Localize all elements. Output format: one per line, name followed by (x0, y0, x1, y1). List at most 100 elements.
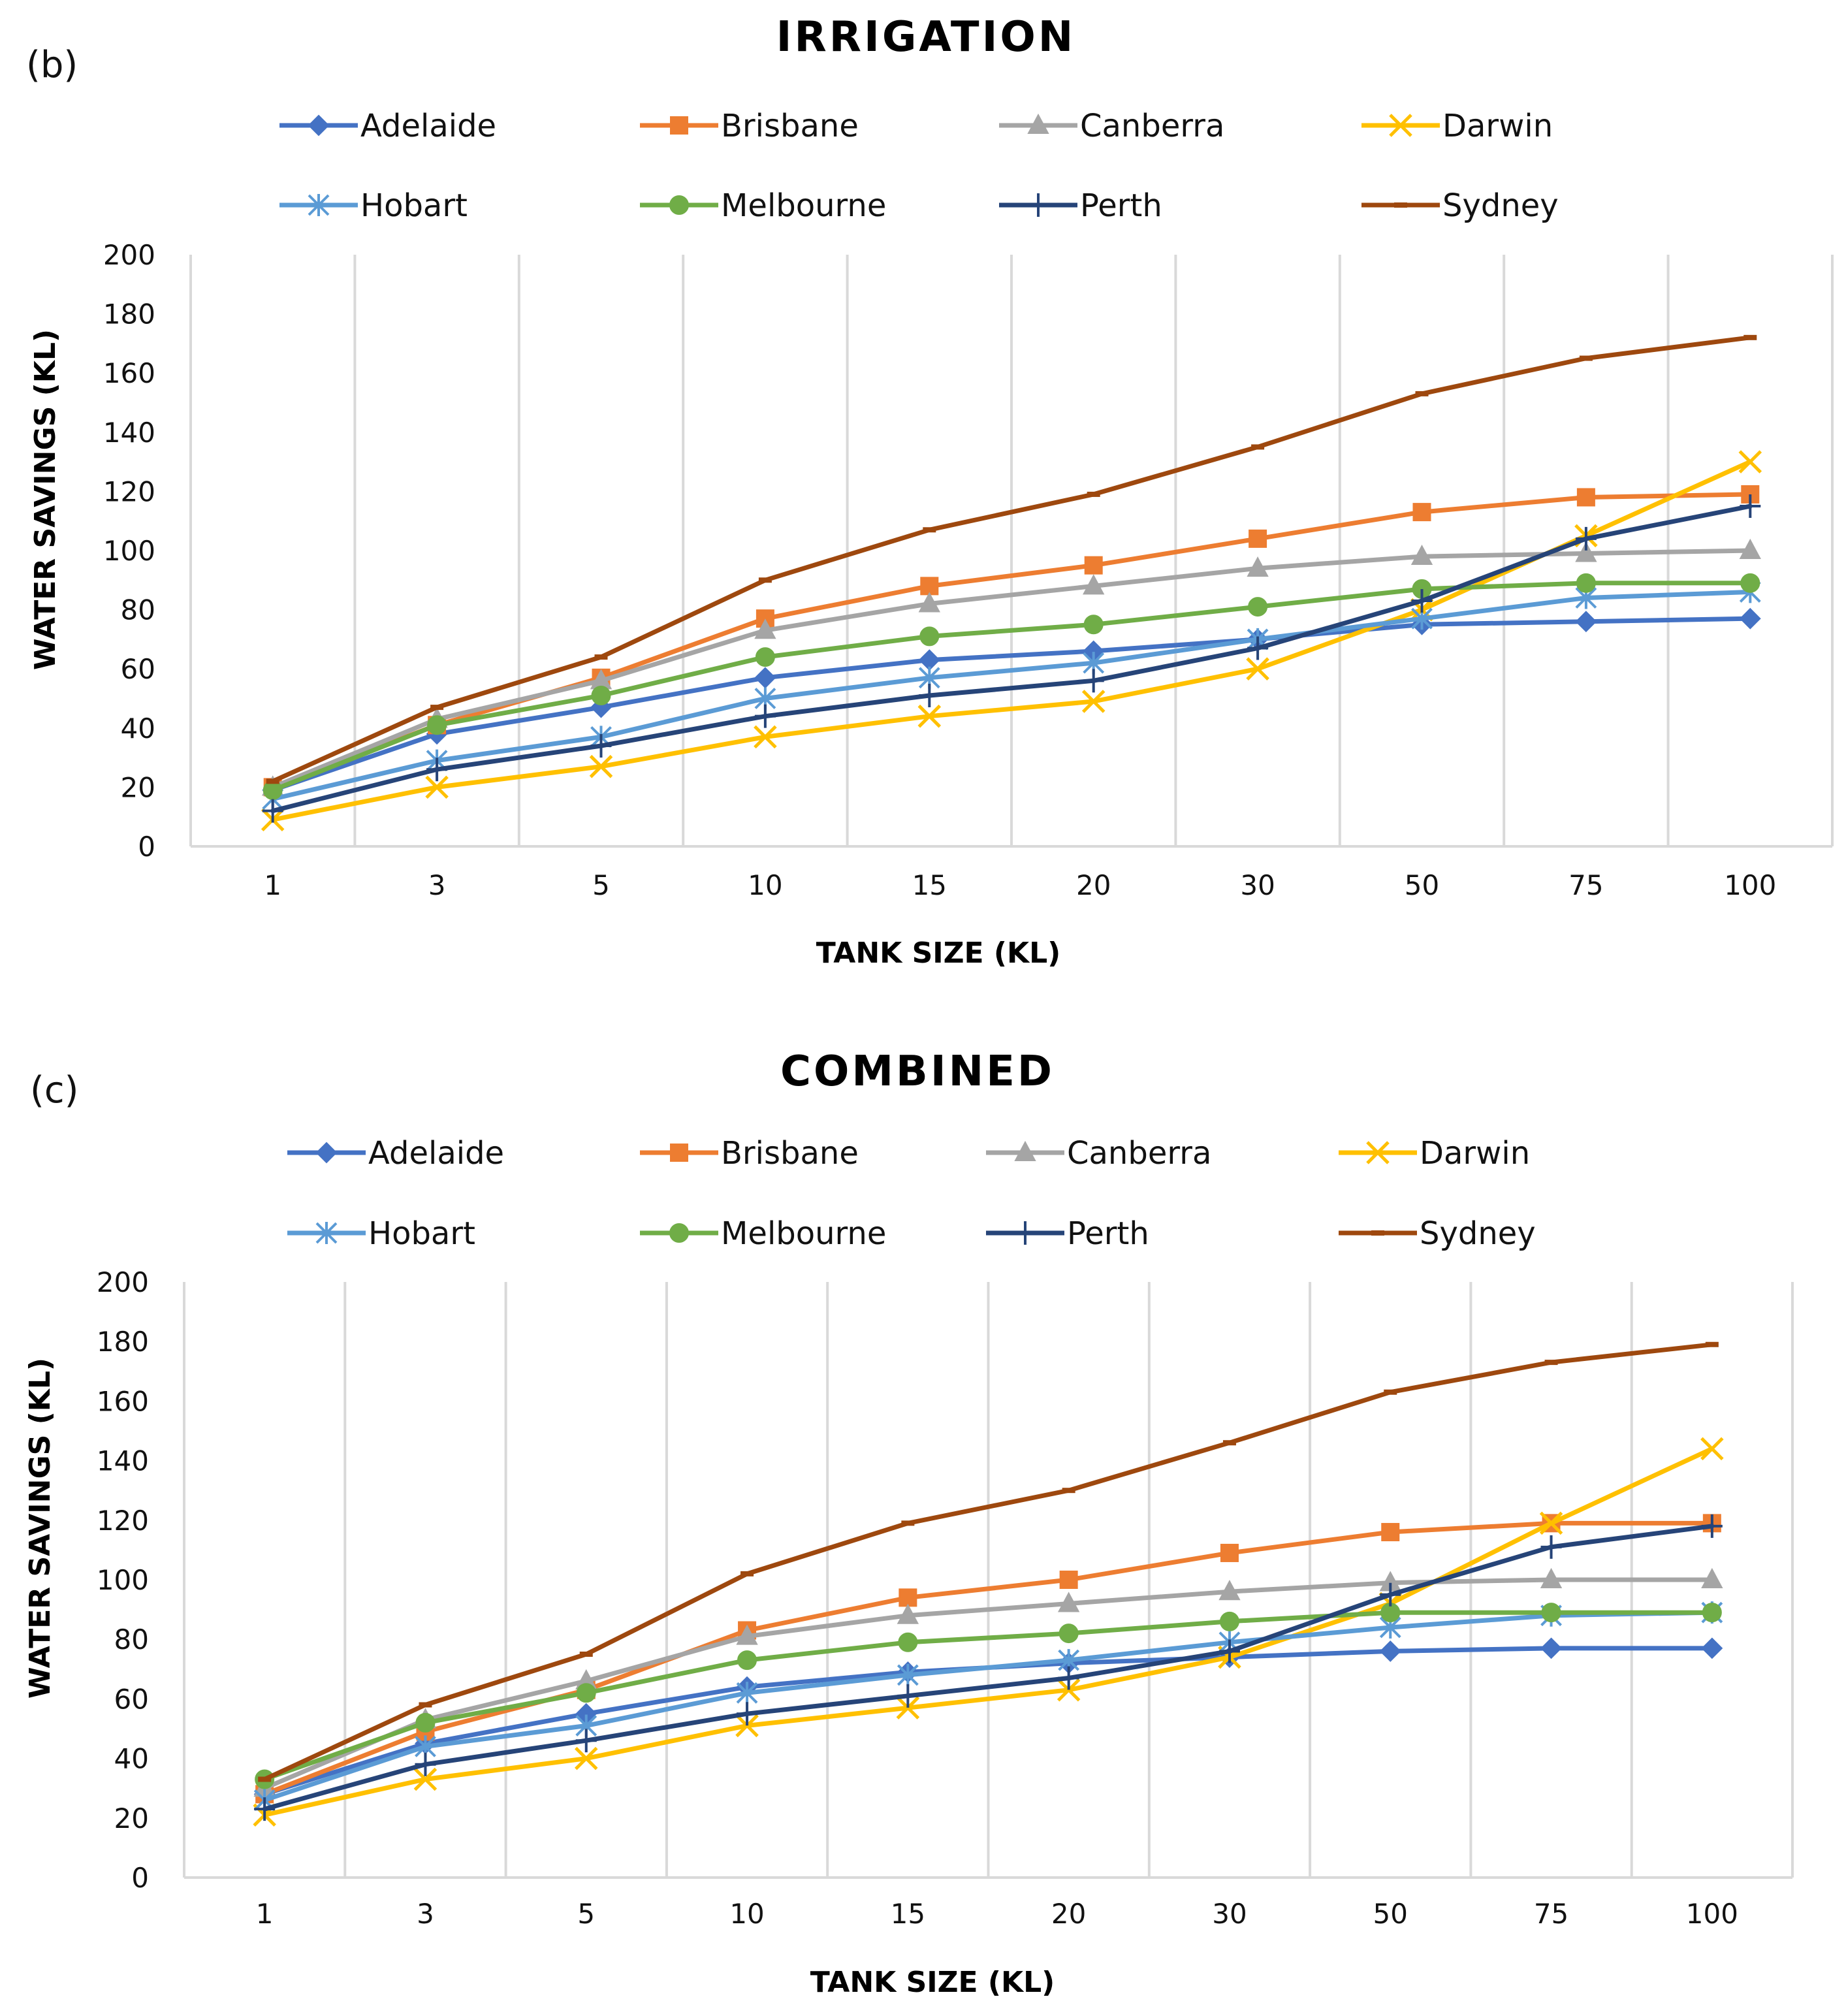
y-axis-title: WATER SAVINGS (KL) (24, 1358, 57, 1699)
x-tick-label: 100 (1724, 869, 1776, 901)
data-point-circle-marker (1577, 574, 1595, 592)
data-point-square-marker (1060, 1571, 1077, 1588)
chart-title: COMBINED (780, 1048, 1055, 1096)
data-point-square-marker (1578, 488, 1595, 505)
panel-label: (c) (30, 1069, 78, 1112)
data-point-circle-marker (1703, 1603, 1721, 1622)
data-point-dash-marker (1580, 356, 1593, 361)
data-point-circle-marker (756, 648, 774, 666)
legend-label: Canberra (1080, 108, 1224, 144)
data-point-square-marker (671, 117, 688, 134)
x-tick-label: 75 (1534, 1898, 1568, 1930)
x-tick-label: 30 (1240, 869, 1275, 901)
legend-label: Melbourne (721, 1215, 886, 1252)
data-point-circle-marker (428, 716, 446, 734)
x-tick-label: 15 (891, 1898, 925, 1930)
y-tick-label: 180 (97, 1326, 149, 1358)
data-point-circle-marker (1741, 574, 1759, 592)
y-tick-label: 140 (97, 1445, 149, 1477)
legend-label: Sydney (1420, 1215, 1536, 1252)
y-axis-title: WATER SAVINGS (KL) (29, 329, 62, 670)
legend-label: Hobart (360, 187, 468, 224)
data-point-dash-marker (901, 1520, 914, 1526)
data-point-circle-marker (592, 686, 611, 705)
data-point-circle-marker (920, 627, 938, 645)
legend-label: Adelaide (360, 108, 496, 144)
legend-label: Darwin (1442, 108, 1553, 144)
data-point-circle-marker (738, 1651, 756, 1669)
data-point-dash-marker (1384, 1390, 1397, 1395)
figure: (b) IRRIGATION Adelaide Brisbane Canberra D… (0, 0, 1846, 2016)
y-tick-label: 140 (103, 417, 155, 449)
data-point-dash-marker (1087, 492, 1100, 497)
y-tick-label: 200 (103, 239, 155, 271)
data-point-circle-marker (577, 1684, 596, 1702)
x-tick-label: 1 (256, 1898, 274, 1930)
data-point-square-marker (1221, 1544, 1238, 1561)
y-tick-label: 60 (114, 1683, 149, 1715)
x-axis-title: TANK SIZE (KL) (816, 936, 1061, 970)
legend-label: Adelaide (368, 1135, 504, 1172)
x-axis-title: TANK SIZE (KL) (810, 1966, 1055, 1999)
x-tick-label: 15 (912, 869, 947, 901)
x-tick-label: 50 (1405, 869, 1439, 901)
y-tick-label: 0 (138, 831, 155, 863)
figure-background (0, 0, 1846, 2016)
data-point-circle-marker (1542, 1603, 1561, 1622)
data-point-dash-marker (258, 1777, 271, 1782)
data-point-square-marker (1382, 1524, 1399, 1541)
data-point-square-marker (1249, 530, 1266, 547)
data-point-circle-marker (1060, 1624, 1078, 1642)
data-point-dash-marker (923, 527, 936, 532)
legend-label: Brisbane (721, 108, 859, 144)
data-point-dash-marker (580, 1652, 593, 1657)
data-point-dash-marker (419, 1703, 432, 1708)
y-tick-label: 160 (103, 357, 155, 389)
x-tick-label: 30 (1212, 1898, 1247, 1930)
data-point-circle-marker (1249, 598, 1267, 616)
legend-label: Sydney (1442, 187, 1559, 224)
data-point-dash-marker (595, 654, 608, 660)
data-point-square-marker (1414, 504, 1431, 520)
data-point-circle-marker (670, 196, 688, 214)
legend-label: Melbourne (721, 187, 886, 224)
data-point-circle-marker (670, 1224, 688, 1242)
x-tick-label: 5 (577, 1898, 595, 1930)
y-tick-label: 60 (121, 653, 155, 685)
legend-label: Perth (1067, 1215, 1149, 1252)
y-tick-label: 40 (114, 1743, 149, 1775)
y-tick-label: 100 (103, 535, 155, 567)
y-tick-label: 20 (114, 1802, 149, 1834)
x-tick-label: 10 (729, 1898, 764, 1930)
data-point-dash-marker (1371, 1230, 1384, 1236)
data-point-circle-marker (1220, 1612, 1239, 1631)
x-tick-label: 20 (1076, 869, 1111, 901)
x-tick-label: 50 (1373, 1898, 1408, 1930)
x-tick-label: 1 (264, 869, 281, 901)
x-tick-label: 3 (428, 869, 446, 901)
y-tick-label: 80 (121, 594, 155, 626)
y-tick-label: 200 (97, 1266, 149, 1298)
y-tick-label: 80 (114, 1624, 149, 1656)
data-point-dash-marker (1545, 1360, 1558, 1365)
data-point-dash-marker (1251, 444, 1264, 449)
x-tick-label: 5 (592, 869, 610, 901)
legend-label: Hobart (368, 1215, 475, 1252)
x-tick-label: 10 (748, 869, 782, 901)
data-point-dash-marker (1223, 1440, 1236, 1445)
data-point-dash-marker (1743, 335, 1757, 340)
data-point-dash-marker (430, 705, 443, 710)
data-point-dash-marker (1062, 1488, 1075, 1493)
legend-label: Brisbane (721, 1135, 859, 1172)
panel-label: (b) (26, 44, 78, 86)
y-tick-label: 180 (103, 298, 155, 330)
data-point-circle-marker (1085, 615, 1103, 633)
x-tick-label: 20 (1051, 1898, 1086, 1930)
data-point-circle-marker (899, 1633, 917, 1652)
data-point-dash-marker (1706, 1342, 1719, 1347)
legend-label: Perth (1080, 187, 1162, 224)
x-tick-label: 75 (1568, 869, 1603, 901)
data-point-square-marker (899, 1589, 916, 1606)
chart-title: IRRIGATION (776, 13, 1076, 61)
data-point-dash-marker (759, 577, 772, 583)
